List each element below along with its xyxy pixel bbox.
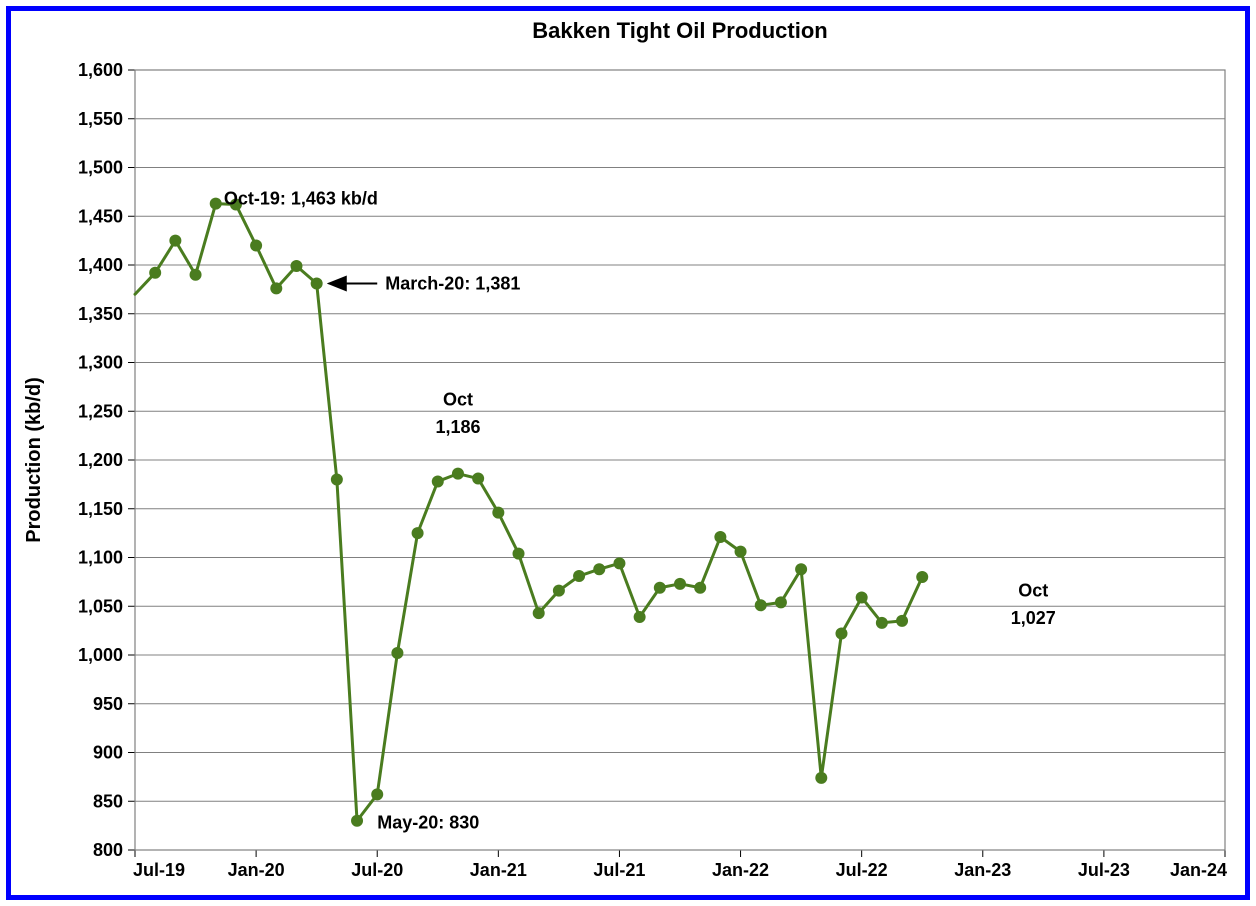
data-marker bbox=[613, 557, 625, 569]
data-marker bbox=[331, 474, 343, 486]
ytick-label: 900 bbox=[93, 743, 123, 763]
data-marker bbox=[432, 475, 444, 487]
chart-title: Bakken Tight Oil Production bbox=[532, 18, 827, 43]
data-marker bbox=[250, 240, 262, 252]
data-marker bbox=[694, 582, 706, 594]
data-marker bbox=[371, 788, 383, 800]
xtick-label: Jul-19 bbox=[133, 860, 185, 880]
data-marker bbox=[856, 591, 868, 603]
data-marker bbox=[553, 585, 565, 597]
ytick-label: 1,150 bbox=[78, 499, 123, 519]
ytick-label: 1,100 bbox=[78, 548, 123, 568]
data-marker bbox=[916, 571, 928, 583]
ytick-label: 1,350 bbox=[78, 304, 123, 324]
annotation-text: Oct bbox=[443, 390, 473, 410]
data-marker bbox=[654, 582, 666, 594]
data-marker bbox=[492, 507, 504, 519]
data-marker bbox=[290, 260, 302, 272]
data-marker bbox=[513, 548, 525, 560]
xtick-label: Jan-20 bbox=[228, 860, 285, 880]
xtick-label: Jan-21 bbox=[470, 860, 527, 880]
ytick-label: 1,200 bbox=[78, 450, 123, 470]
bakken-chart-svg: 800 850 900 950 1,000 1,050 1,100 1,150 1,200 1,2… bbox=[0, 0, 1256, 906]
xtick-label: Jul-23 bbox=[1078, 860, 1130, 880]
xtick-label: Jul-22 bbox=[836, 860, 888, 880]
ytick-label: 1,550 bbox=[78, 109, 123, 129]
ytick-label: 850 bbox=[93, 791, 123, 811]
data-marker bbox=[190, 269, 202, 281]
xtick-label: Jan-22 bbox=[712, 860, 769, 880]
annotation-text: 1,186 bbox=[435, 417, 480, 437]
data-marker bbox=[593, 563, 605, 575]
ytick-label: 1,300 bbox=[78, 353, 123, 373]
data-marker bbox=[815, 772, 827, 784]
data-marker bbox=[573, 570, 585, 582]
xtick-label: Jan-23 bbox=[954, 860, 1011, 880]
ytick-label: 1,450 bbox=[78, 206, 123, 226]
annotation-text: Oct bbox=[1018, 581, 1048, 601]
data-marker bbox=[775, 596, 787, 608]
ytick-label: 950 bbox=[93, 694, 123, 714]
ytick-label: 1,600 bbox=[78, 60, 123, 80]
data-marker bbox=[674, 578, 686, 590]
xtick-label: Jul-20 bbox=[351, 860, 403, 880]
data-marker bbox=[533, 607, 545, 619]
data-marker bbox=[412, 527, 424, 539]
data-marker bbox=[210, 198, 222, 210]
data-marker bbox=[634, 611, 646, 623]
data-marker bbox=[472, 473, 484, 485]
data-marker bbox=[735, 546, 747, 558]
data-marker bbox=[169, 235, 181, 247]
data-marker bbox=[876, 617, 888, 629]
data-marker bbox=[795, 563, 807, 575]
data-marker bbox=[714, 531, 726, 543]
annotation-text: May-20: 830 bbox=[377, 813, 479, 833]
annotation-text: 1,027 bbox=[1011, 608, 1056, 628]
ytick-label: 1,050 bbox=[78, 596, 123, 616]
xtick-label: Jan-24 bbox=[1170, 860, 1227, 880]
data-marker bbox=[149, 267, 161, 279]
data-marker bbox=[270, 282, 282, 294]
data-marker bbox=[835, 628, 847, 640]
data-marker bbox=[351, 815, 363, 827]
data-marker bbox=[311, 278, 323, 290]
data-marker bbox=[896, 615, 908, 627]
ytick-label: 1,500 bbox=[78, 158, 123, 178]
ytick-label: 1,000 bbox=[78, 645, 123, 665]
ytick-label: 1,400 bbox=[78, 255, 123, 275]
data-marker bbox=[391, 647, 403, 659]
annotation-text: March-20: 1,381 bbox=[385, 274, 520, 294]
data-marker bbox=[755, 599, 767, 611]
xtick-label: Jul-21 bbox=[593, 860, 645, 880]
ytick-label: 800 bbox=[93, 840, 123, 860]
ytick-label: 1,250 bbox=[78, 401, 123, 421]
annotation-text: Oct-19: 1,463 kb/d bbox=[224, 189, 378, 209]
y-axis-label: Production (kb/d) bbox=[23, 377, 45, 543]
data-marker bbox=[452, 468, 464, 480]
chart-frame: 800 850 900 950 1,000 1,050 1,100 1,150 1,200 1,2… bbox=[0, 0, 1256, 906]
